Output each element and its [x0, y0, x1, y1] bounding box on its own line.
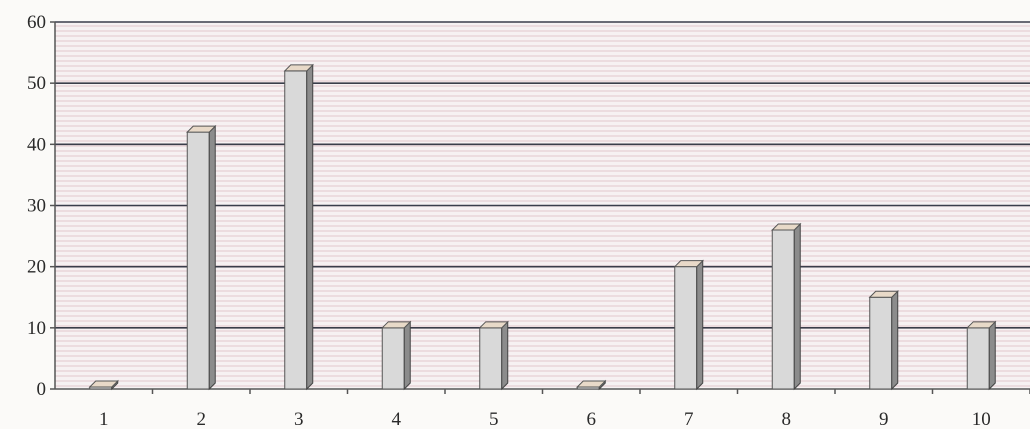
- bar-front-face: [771, 229, 795, 390]
- bar-side-face: [696, 259, 704, 391]
- x-tick-label: 5: [489, 409, 499, 429]
- bar-top-face: [381, 321, 412, 329]
- bars: [88, 63, 997, 391]
- bar-top-face: [673, 260, 704, 268]
- y-tick-label: 40: [27, 134, 46, 155]
- y-tick-label: 20: [27, 257, 46, 278]
- x-tick-label: 4: [392, 409, 402, 429]
- bar-side-face: [501, 320, 509, 391]
- x-tick-label: 1: [99, 409, 109, 429]
- bar: [381, 320, 412, 391]
- y-tick-label: 60: [27, 12, 46, 33]
- bar-top-face: [771, 223, 802, 231]
- bar-top-face: [88, 380, 119, 388]
- bar-side-face: [306, 63, 314, 391]
- x-tick-label: 3: [294, 409, 304, 429]
- x-tick-label: 7: [684, 409, 694, 429]
- y-axis-ticks: 0 10 20 30 40 50 60: [27, 12, 55, 400]
- x-tick-label: 9: [879, 409, 889, 429]
- y-tick-label: 0: [37, 379, 47, 400]
- bar: [673, 259, 704, 391]
- bar-side-face: [988, 320, 996, 391]
- bar: [771, 222, 802, 391]
- x-axis-ticks: 1 2 3 4 5 6 7 8 9 10: [99, 389, 1030, 429]
- y-tick-label: 30: [27, 196, 46, 217]
- bar-front-face: [674, 266, 698, 390]
- bar: [966, 320, 997, 391]
- bar-top-face: [186, 125, 217, 133]
- bar-top-face: [966, 321, 997, 329]
- bar: [283, 63, 314, 391]
- bar-front-face: [869, 296, 893, 390]
- bar-side-face: [891, 290, 899, 391]
- bar: [478, 320, 509, 391]
- bar-side-face: [403, 320, 411, 391]
- x-tick-label: 6: [587, 409, 597, 429]
- bar-top-face: [478, 321, 509, 329]
- bar-front-face: [381, 327, 405, 390]
- x-tick-label: 10: [972, 409, 991, 429]
- bar-top-face: [283, 64, 314, 72]
- bar: [88, 379, 119, 391]
- bar-front-face: [284, 70, 308, 390]
- x-tick-label: 2: [197, 409, 207, 429]
- gridlines: [55, 21, 1030, 329]
- y-tick-label: 50: [27, 73, 46, 94]
- bar-side-face: [793, 222, 801, 391]
- bar: [868, 290, 899, 391]
- bar: [576, 379, 607, 391]
- background-texture: [55, 25, 1030, 387]
- bar-front-face: [186, 131, 210, 390]
- x-tick-label: 8: [782, 409, 792, 429]
- bar-top-face: [868, 290, 899, 298]
- bar-front-face: [479, 327, 503, 390]
- bar-top-face: [576, 380, 607, 388]
- bar-front-face: [966, 327, 990, 390]
- bar: [186, 124, 217, 391]
- bar-side-face: [208, 124, 216, 391]
- y-tick-label: 10: [27, 318, 46, 339]
